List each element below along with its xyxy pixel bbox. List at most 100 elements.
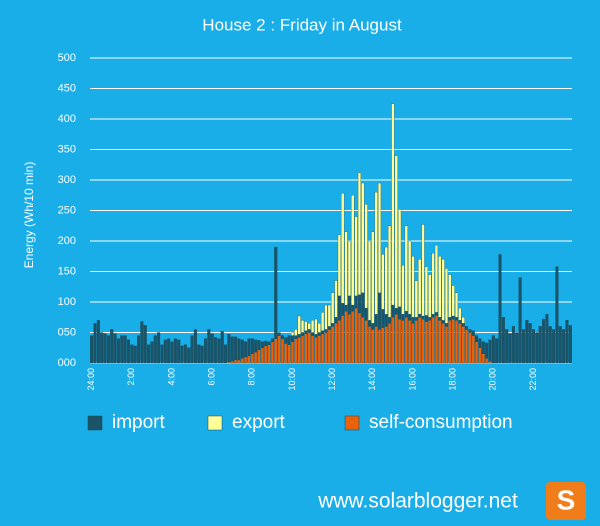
bar-segment: [157, 332, 161, 364]
bar-segment: [434, 315, 438, 364]
bar-segment: [290, 335, 295, 342]
bar-segment: [468, 332, 472, 364]
bar-segment: [240, 339, 244, 359]
bar-segment: [401, 265, 405, 315]
bar-segment: [347, 240, 351, 297]
bar-segment: [438, 317, 442, 321]
bar-segment: [317, 335, 321, 364]
bar-segment: [414, 320, 418, 364]
bar-segment: [307, 329, 311, 333]
bar-segment: [341, 193, 345, 304]
bar-segment: [538, 326, 542, 364]
x-tick-label: 18:00: [448, 368, 458, 391]
bar-segment: [321, 333, 325, 364]
bar-segment: [153, 335, 157, 364]
bar-segment: [307, 332, 311, 364]
x-tick-label: 12:00: [327, 368, 337, 391]
bar-segment: [374, 326, 378, 364]
bar-segment: [274, 246, 278, 339]
bar-segment: [304, 330, 308, 334]
bar-segment: [287, 335, 291, 345]
bar-segment: [177, 339, 181, 364]
legend-swatch: [87, 415, 103, 431]
bar-segment: [451, 315, 455, 320]
bar-segment: [133, 345, 137, 364]
bar-segment: [167, 338, 171, 364]
bar-segment: [304, 321, 308, 331]
bar-segment: [120, 335, 124, 364]
bar-segment: [220, 331, 224, 364]
bar-segment: [327, 329, 331, 364]
bar-segment: [203, 338, 208, 364]
bar-segment: [465, 329, 469, 364]
bar-segment: [411, 317, 415, 324]
bar-segment: [103, 333, 107, 364]
bar-segment: [398, 209, 402, 308]
legend-swatch: [344, 415, 360, 431]
bar-segment: [301, 320, 305, 333]
y-tick-label: 000: [58, 357, 76, 369]
bar-segment: [394, 307, 398, 315]
bar-segment: [321, 330, 325, 334]
bar-segment: [428, 320, 432, 364]
bar-segment: [180, 345, 184, 364]
bar-segment: [287, 344, 291, 364]
bar-segment: [444, 323, 449, 327]
bar-segment: [290, 341, 295, 364]
bar-segment: [555, 266, 559, 364]
bar-segment: [394, 155, 398, 309]
bar-segment: [448, 274, 452, 318]
bar-segment: [398, 318, 402, 364]
bar-segment: [200, 345, 204, 364]
bar-segment: [347, 314, 351, 364]
bar-segment: [374, 192, 378, 315]
bar-segment: [511, 326, 515, 364]
bar-segment: [458, 307, 462, 321]
bar-segment: [337, 295, 341, 321]
bar-segment: [505, 329, 509, 364]
x-tick-label: 22:00: [528, 368, 538, 391]
bar-segment: [384, 246, 388, 315]
y-tick-label: 100: [58, 296, 76, 308]
bar-segment: [521, 329, 525, 364]
bar-segment: [411, 256, 415, 318]
x-tick-label: 8:00: [247, 368, 257, 386]
bar-segment: [170, 341, 174, 364]
bar-segment: [371, 231, 375, 324]
x-tick-label: 14:00: [367, 368, 377, 391]
bar-segment: [491, 335, 495, 364]
bar-segment: [471, 335, 475, 364]
bar-segment: [454, 320, 459, 364]
bar-segment: [354, 307, 358, 364]
bar-segment: [324, 332, 328, 364]
bar-segment: [451, 318, 455, 364]
bar-segment: [518, 277, 522, 364]
bar-segment: [357, 312, 361, 364]
bar-segment: [227, 334, 231, 362]
bar-segment: [301, 332, 305, 336]
bar-segment: [106, 335, 110, 364]
bar-segment: [90, 335, 94, 364]
bar-segment: [441, 320, 445, 324]
bar-segment: [441, 323, 445, 364]
bar-segment: [317, 323, 321, 333]
bar-segment: [264, 345, 268, 364]
legend-label: self-consumption: [369, 412, 513, 433]
bar-segment: [254, 339, 258, 353]
bar-segment: [270, 341, 274, 364]
bar-segment: [558, 326, 562, 364]
y-tick-label: 250: [58, 204, 76, 216]
bar-segment: [240, 357, 244, 364]
bar-segment: [431, 253, 435, 315]
bar-segment: [401, 314, 405, 321]
bar-segment: [294, 338, 298, 364]
x-tick-label: 4:00: [166, 368, 176, 386]
bar-segment: [264, 340, 268, 347]
bar-segment: [257, 349, 261, 364]
bar-segment: [250, 353, 254, 364]
bar-segment: [267, 344, 271, 364]
bar-segment: [454, 292, 459, 318]
bar-segment: [213, 337, 218, 364]
bar-segment: [414, 280, 418, 318]
bar-segment: [461, 323, 465, 327]
